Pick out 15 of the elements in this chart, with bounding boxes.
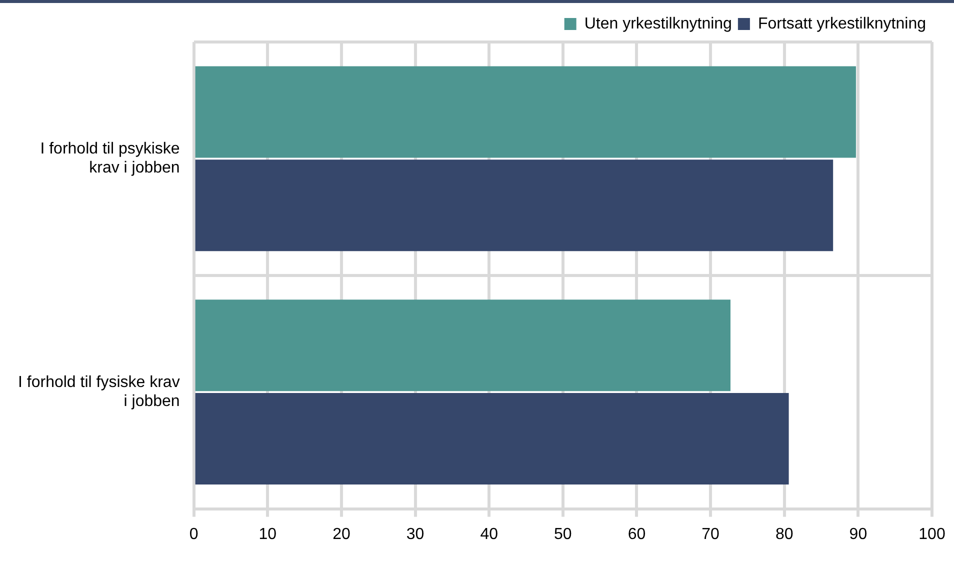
- x-tick-label: 50: [554, 526, 572, 543]
- x-tick-label: 30: [406, 526, 424, 543]
- x-tick-label: 80: [775, 526, 794, 543]
- legend-label: Fortsatt yrkestilknytning: [758, 15, 926, 32]
- x-tick-label: 20: [332, 526, 350, 543]
- x-tick-label: 10: [258, 526, 277, 543]
- y-tick-label: I forhold til fysiske krav i jobben: [18, 374, 180, 410]
- x-tick-label: 60: [628, 526, 646, 543]
- x-tick-label: 0: [189, 526, 198, 543]
- legend-label: Uten yrkestilknytning: [584, 15, 732, 32]
- x-tick-label: 100: [918, 526, 946, 543]
- x-tick-label: 70: [702, 526, 720, 543]
- x-tick-label: 90: [849, 526, 868, 543]
- y-tick-label: I forhold til psykiske krav i jobben: [40, 140, 180, 177]
- x-tick-label: 40: [480, 526, 498, 543]
